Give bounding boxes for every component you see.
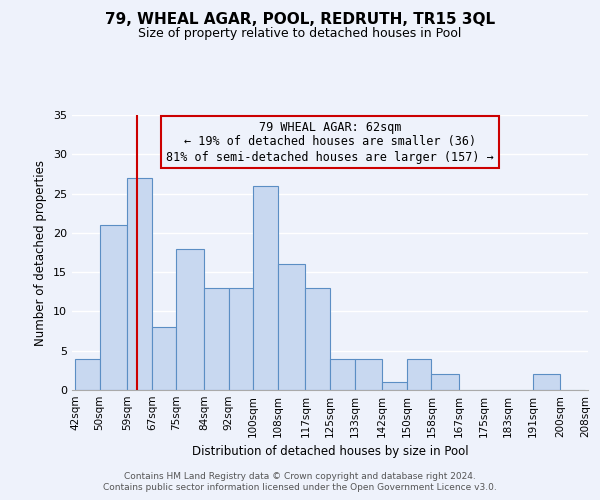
- Bar: [152, 327, 176, 390]
- Bar: [533, 374, 560, 390]
- Y-axis label: Number of detached properties: Number of detached properties: [34, 160, 47, 346]
- Bar: [330, 358, 355, 390]
- Bar: [176, 248, 204, 390]
- Bar: [407, 358, 431, 390]
- Bar: [204, 288, 229, 390]
- Text: Size of property relative to detached houses in Pool: Size of property relative to detached ho…: [139, 28, 461, 40]
- Bar: [278, 264, 305, 390]
- Bar: [355, 358, 382, 390]
- Bar: [431, 374, 459, 390]
- Text: Contains public sector information licensed under the Open Government Licence v3: Contains public sector information licen…: [103, 484, 497, 492]
- X-axis label: Distribution of detached houses by size in Pool: Distribution of detached houses by size …: [191, 446, 469, 458]
- Bar: [75, 358, 100, 390]
- Bar: [127, 178, 152, 390]
- Bar: [253, 186, 278, 390]
- Text: Contains HM Land Registry data © Crown copyright and database right 2024.: Contains HM Land Registry data © Crown c…: [124, 472, 476, 481]
- Text: 79, WHEAL AGAR, POOL, REDRUTH, TR15 3QL: 79, WHEAL AGAR, POOL, REDRUTH, TR15 3QL: [105, 12, 495, 28]
- Bar: [100, 225, 127, 390]
- Bar: [305, 288, 330, 390]
- Bar: [229, 288, 253, 390]
- Bar: [382, 382, 407, 390]
- Text: 79 WHEAL AGAR: 62sqm
← 19% of detached houses are smaller (36)
81% of semi-detac: 79 WHEAL AGAR: 62sqm ← 19% of detached h…: [166, 120, 494, 164]
